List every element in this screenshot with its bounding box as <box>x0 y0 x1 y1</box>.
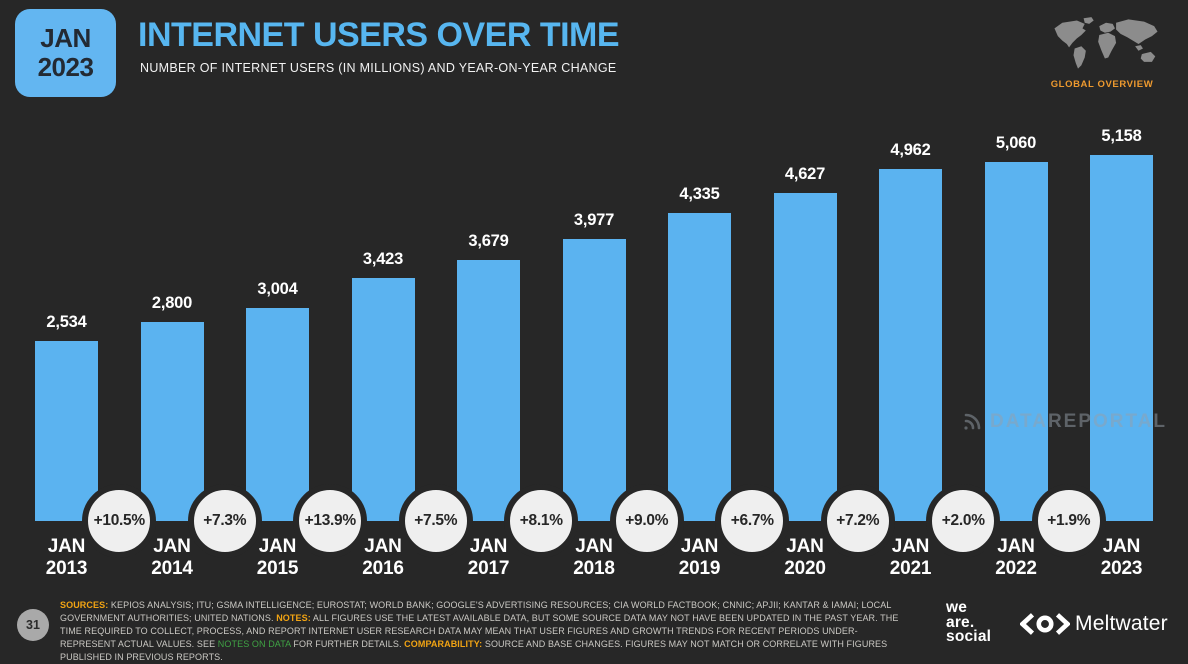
date-badge-month: JAN <box>40 23 91 53</box>
bar-jan-2019 <box>668 213 731 521</box>
x-axis-label: JAN 2023 <box>1100 536 1143 579</box>
bar-value-label: 3,004 <box>257 280 298 298</box>
meltwater-name: Meltwater <box>1075 612 1168 635</box>
x-axis-label: JAN 2015 <box>256 536 299 579</box>
x-axis-label: JAN 2020 <box>784 536 826 579</box>
yoy-change-badge: +6.7% <box>715 484 790 558</box>
notes-label: NOTES: <box>276 612 311 623</box>
bar-jan-2022 <box>984 162 1048 521</box>
comparability-label: COMPARABILITY: <box>404 638 483 649</box>
was-line-1: we <box>946 599 968 616</box>
bar-value-label: 4,627 <box>784 165 826 183</box>
region-label: GLOBAL OVERVIEW <box>1050 79 1154 90</box>
yoy-change-badge: +2.0% <box>926 484 1001 558</box>
meltwater-icon <box>1020 613 1070 635</box>
bar-value-label: 4,335 <box>679 185 720 203</box>
bar-value-label: 2,800 <box>151 294 193 312</box>
bar-jan-2018 <box>562 239 626 521</box>
date-badge-year: 2023 <box>37 52 94 82</box>
page-number-badge: 31 <box>17 609 49 641</box>
yoy-change-badge: +13.9% <box>293 484 368 558</box>
x-axis-label: JAN 2018 <box>573 536 615 579</box>
meltwater-logo: Meltwater <box>1020 611 1168 637</box>
world-map-icon <box>1054 17 1158 69</box>
was-line-2: are. <box>946 613 975 631</box>
bar-jan-2020 <box>773 193 837 521</box>
bar-value-label: 3,679 <box>468 232 509 250</box>
footer-notes: SOURCES: KEPIOS ANALYSIS; ITU; GSMA INTE… <box>60 599 912 664</box>
bar-jan-2021 <box>879 169 942 521</box>
bar-value-label: 2,534 <box>46 313 87 331</box>
x-axis-label: JAN 2021 <box>889 536 932 579</box>
watermark-text: DATAREPORTAL <box>990 411 1168 432</box>
we-are-social-logo: we are. social <box>946 599 992 645</box>
bar-jan-2014 <box>140 322 204 521</box>
x-axis-label: JAN 2014 <box>151 536 193 579</box>
dataportal-signal-icon <box>964 413 981 430</box>
page-subtitle: NUMBER OF INTERNET USERS (IN MILLIONS) A… <box>140 61 617 75</box>
bar-jan-2013 <box>35 341 98 521</box>
was-line-3: social <box>946 628 992 645</box>
x-axis-label: JAN 2016 <box>362 536 404 579</box>
x-axis-label: JAN 2019 <box>678 536 721 579</box>
yoy-change-badge: +7.3% <box>187 484 262 558</box>
bar-value-label: 3,423 <box>362 250 404 268</box>
sources-text: KEPIOS ANALYSIS; ITU; GSMA INTELLIGENCE;… <box>60 600 892 623</box>
page-number: 31 <box>26 618 40 632</box>
yoy-change-badge: +10.5% <box>82 484 157 558</box>
x-axis-label: JAN 2017 <box>467 536 510 579</box>
notes-text-after: FOR FURTHER DETAILS. <box>290 638 405 649</box>
notes-text: ALL FIGURES USE THE LATEST AVAILABLE DAT… <box>60 612 899 649</box>
date-badge: JAN 2023 <box>15 9 116 97</box>
x-axis-label: JAN 2022 <box>995 536 1037 579</box>
x-axis-label: JAN 2013 <box>45 536 88 579</box>
bar-jan-2017 <box>457 260 520 521</box>
bar-value-label: 5,060 <box>995 134 1037 152</box>
yoy-change-badge: +8.1% <box>504 484 579 558</box>
bar-jan-2023 <box>1090 155 1153 521</box>
yoy-change-badge: +7.2% <box>820 484 895 558</box>
watermark: DATAREPORTAL <box>960 410 1167 434</box>
page-title: INTERNET USERS OVER TIME <box>138 16 620 54</box>
sources-label: SOURCES: <box>60 600 109 610</box>
yoy-change-badge: +9.0% <box>609 484 684 558</box>
notes-on-data-link[interactable]: NOTES ON DATA <box>217 638 291 649</box>
yoy-change-badge: +7.5% <box>398 484 473 558</box>
bar-jan-2015 <box>246 308 309 521</box>
bar-value-label: 5,158 <box>1101 127 1142 145</box>
bar-value-label: 3,977 <box>573 211 615 229</box>
bar-jan-2016 <box>351 278 415 521</box>
yoy-change-badge: +1.9% <box>1031 484 1106 558</box>
bar-value-label: 4,962 <box>890 141 931 159</box>
